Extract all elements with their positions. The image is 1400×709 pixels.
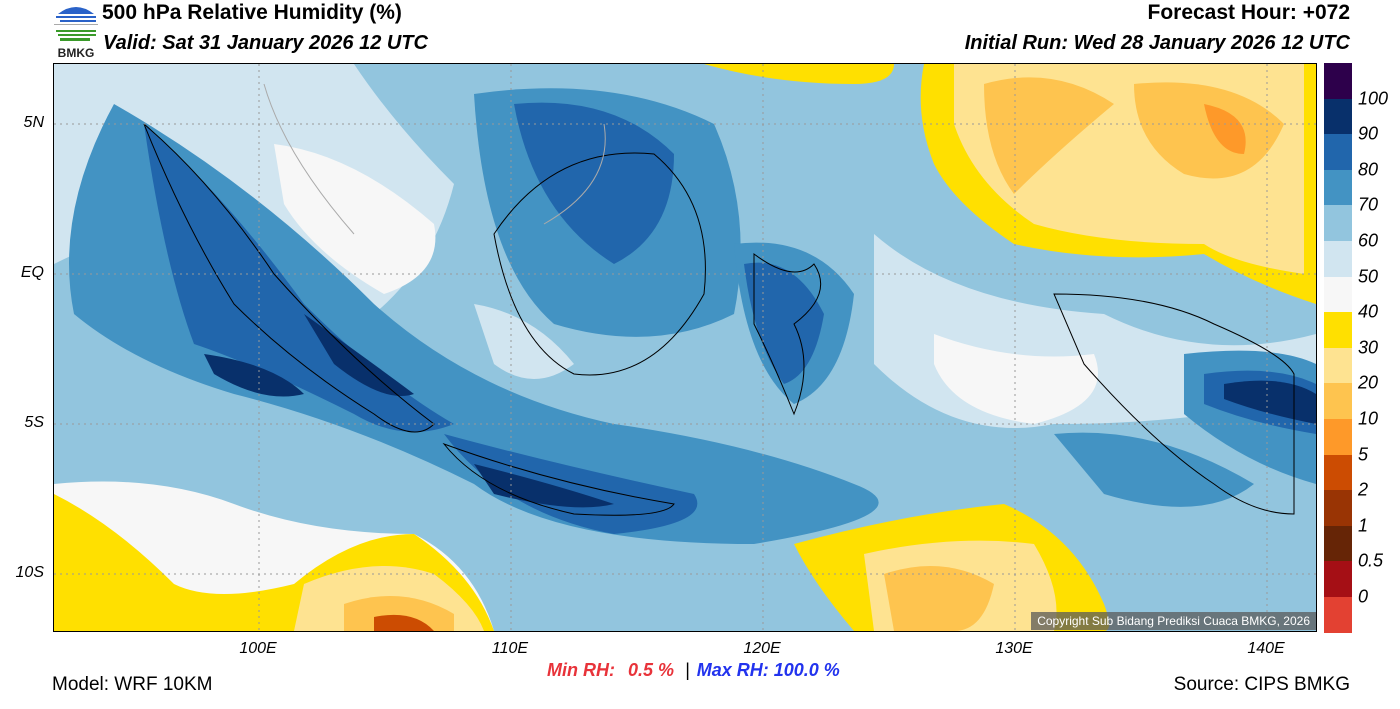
colorbar-label: 5 [1358,444,1369,465]
colorbar-swatch [1324,241,1352,278]
field-80-90 [144,124,454,432]
min-max-rh: Min RH: 0.5 % | Max RH: 100.0 % [547,660,840,681]
colorbar-swatch [1324,276,1352,313]
colorbar-swatch [1324,490,1352,527]
colorbar-label: 60 [1358,230,1379,251]
field-70-80 [69,104,879,544]
colorbar-swatch [1324,597,1352,634]
graticule [54,64,1316,631]
field-90-100 [1224,380,1316,424]
field-80-90 [514,102,674,264]
colorbar-swatch [1324,169,1352,206]
lat-tick-10S: 10S [15,564,44,581]
source-label: Source: CIPS BMKG [1173,674,1350,695]
colorbar-swatch [1324,561,1352,598]
separator: | [685,660,690,680]
colorbar-label: 100 [1358,88,1389,109]
lon-tick-140E: 140E [1247,640,1285,657]
field-10-20 [1134,82,1284,179]
coastlines [143,123,1295,516]
field-10-20 [984,77,1114,194]
field-90-100 [204,354,304,397]
copyright-notice: Copyright Sub Bidang Prediksi Cuaca BMKG… [1031,612,1316,630]
colorbar-label: 1 [1358,515,1369,536]
model-label: Model: WRF 10KM [52,674,213,695]
lon-tick-100E: 100E [239,640,277,657]
field-5-10 [1204,104,1246,154]
colorbar-swatch [1324,347,1352,384]
field-2-5 [374,614,434,631]
borders [263,83,606,235]
field-40-50 [274,144,436,294]
svg-text:BMKG: BMKG [58,46,95,60]
field-10-20 [344,596,454,631]
colorbar-swatch [1324,205,1352,242]
field-50-60 [474,304,574,379]
colorbar-label: 30 [1358,337,1379,358]
colorbar-swatch [1324,383,1352,420]
min-rh-value: 0.5 % [628,660,675,680]
lat-tick-EQ: EQ [20,264,44,281]
colorbar-label: 40 [1358,301,1379,322]
colorbar-swatch [1324,525,1352,562]
field-70-80 [1054,432,1254,507]
lon-tick-120E: 120E [743,640,781,657]
colorbar-label: 2 [1358,479,1369,500]
colorbar-label: 0.5 [1358,550,1384,571]
colorbar-label: 10 [1358,408,1379,429]
min-rh-label: Min RH: [547,660,615,680]
colorbar-label: 80 [1358,159,1379,180]
colorbar-swatch [1324,419,1352,456]
field-80-90 [744,262,824,384]
colorbar-label: 90 [1358,123,1379,144]
lat-tick-5N: 5N [23,114,44,131]
lon-tick-110E: 110E [491,640,529,657]
colorbar-swatch [1324,98,1352,135]
initial-run: Initial Run: Wed 28 January 2026 12 UTC [964,32,1350,54]
colorbar-swatch [1324,312,1352,349]
colorbar-label: 20 [1358,372,1379,393]
max-rh: Max RH: 100.0 % [696,660,840,680]
colorbar-label: 70 [1358,194,1379,215]
colorbar-swatch [1324,63,1352,100]
field-30-40 [704,64,894,84]
field-40-50 [934,334,1098,424]
forecast-hour: Forecast Hour: +072 [1147,1,1351,24]
colorbar-swatch [1324,454,1352,491]
colorbar-label: 0 [1358,586,1369,607]
lat-tick-5S: 5S [24,414,44,431]
colorbar-swatch [1324,134,1352,171]
humidity-map [53,63,1317,632]
chart-title: 500 hPa Relative Humidity (%) [102,1,402,24]
field-90-100 [474,464,614,508]
colorbar-label: 50 [1358,266,1379,287]
bmkg-logo: BMKG [52,2,100,60]
field-80-90 [444,434,698,534]
field-10-20 [884,566,994,631]
lon-tick-130E: 130E [995,640,1033,657]
valid-time: Valid: Sat 31 January 2026 12 UTC [103,32,428,54]
